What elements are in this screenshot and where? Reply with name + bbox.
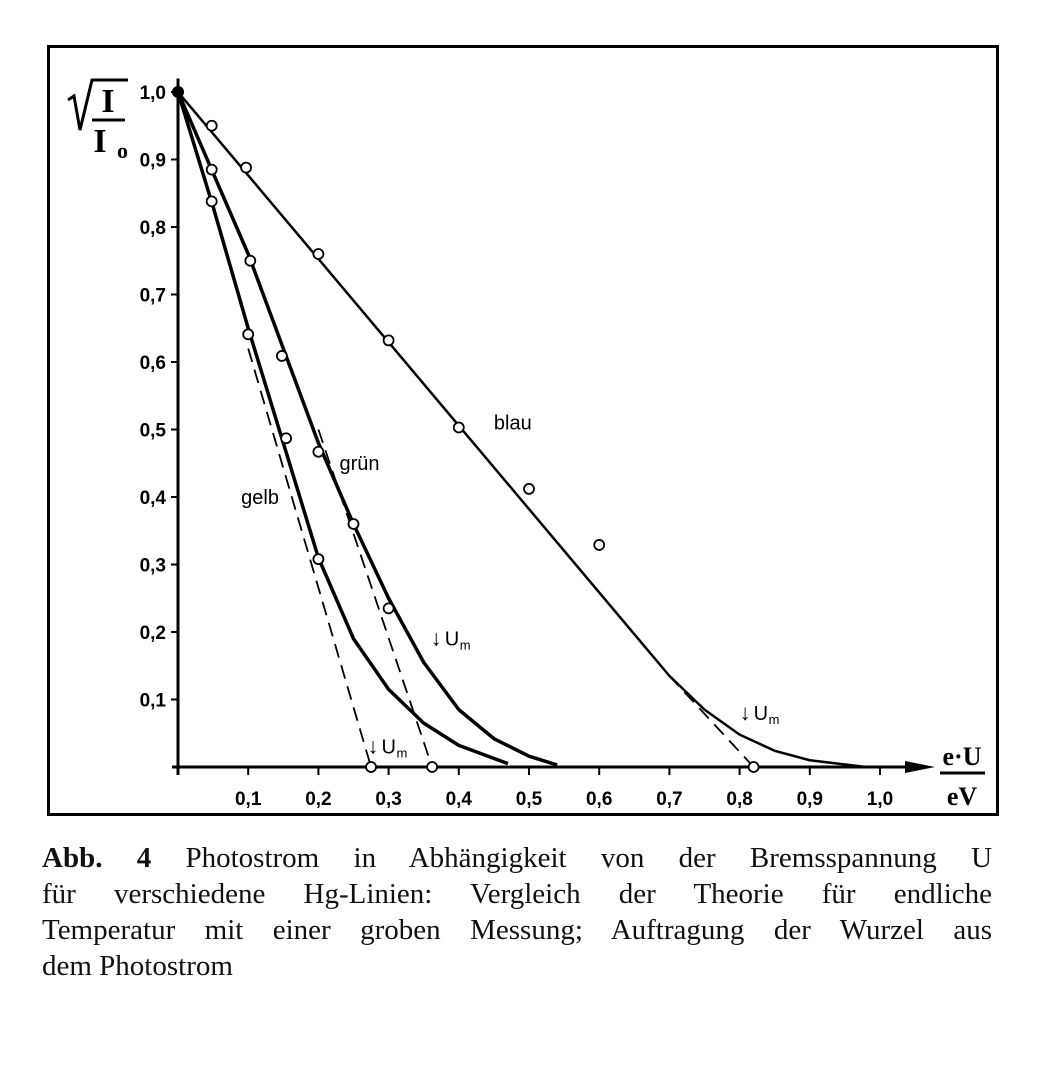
caption-label: Abb. 4 (42, 842, 152, 874)
y-tick-label: 0,6 (140, 353, 166, 374)
gelb-um-subscript: m (397, 746, 408, 761)
blau-data-point (382, 334, 395, 347)
blau-um-subscript: m (769, 712, 780, 727)
y-label-subscript: o (117, 138, 128, 163)
x-tick-label: 0,6 (586, 789, 612, 810)
blau-data-point (312, 248, 325, 260)
y-tick-label: 0,1 (140, 691, 167, 712)
gruen-series-label: grün (339, 453, 379, 475)
x-label-denominator: eV (947, 782, 978, 811)
figure-caption: Abb. 4 Photostrom in Abhängigkeit von de… (42, 840, 992, 984)
x-tick-label: 0,5 (516, 789, 543, 810)
y-tick-label: 0,4 (140, 488, 167, 509)
x-label-numerator: e·U (943, 742, 982, 771)
gelb-theory-curve (176, 91, 509, 766)
x-axis-arrow-icon (905, 761, 935, 773)
gruen-data-point (244, 254, 257, 267)
gelb-data-point (280, 432, 293, 445)
blau-arrow-down-icon: ↓ (740, 700, 751, 725)
blau-data-point (747, 761, 760, 773)
gelb-data-point (312, 553, 325, 565)
sqrt-icon (67, 78, 128, 131)
gelb-arrow-down-icon: ↓ (368, 734, 379, 759)
gruen-arrow-down-icon: ↓ (431, 626, 442, 651)
gruen-data-point (312, 445, 325, 458)
gruen-data-point (347, 518, 360, 530)
gruen-data-point (275, 350, 288, 362)
blau-data-point (205, 119, 218, 132)
gruen-data-point (426, 761, 439, 773)
gruen-um-label: U (445, 629, 459, 651)
y-tick-label: 0,2 (140, 623, 166, 644)
gelb-data-point (205, 195, 218, 208)
x-tick-label: 0,3 (375, 789, 401, 810)
y-label-numerator: I (101, 83, 114, 120)
chart: 0,1 0,2 0,3 0,4 0,5 0,6 0,7 0,8 0,9 1,0 0,1 0,2 0,3 0… (67, 78, 985, 811)
gruen-theory-curve (176, 91, 558, 767)
blau-data-point (240, 161, 252, 174)
figure-frame (47, 45, 999, 816)
caption-line-1: Photostrom in Abhängigkeit von der Brems… (185, 842, 993, 874)
blau-data-point (452, 421, 465, 434)
x-tick-label: 0,9 (797, 789, 823, 810)
blau-data-point (523, 482, 535, 495)
x-tick-label: 0,7 (656, 789, 682, 810)
gruen-data-point (205, 163, 218, 176)
gelb-data-point (242, 328, 255, 341)
gelb-series-label: gelb (241, 487, 279, 509)
x-tick-label: 1,0 (867, 789, 893, 810)
y-tick-label: 0,3 (140, 556, 166, 577)
x-tick-label: 0,4 (446, 789, 473, 810)
y-label-denominator: I (93, 123, 106, 160)
y-tick-label: 0,8 (140, 218, 166, 239)
caption-line-2: für verschiedene Hg-Linien: Vergleich de… (42, 878, 992, 910)
gruen-data-point (382, 602, 395, 615)
blau-um-label: U (754, 703, 768, 725)
gruen-um-subscript: m (460, 638, 471, 653)
caption-line-4: dem Photostrom (42, 950, 233, 982)
y-tick-label: 0,9 (140, 151, 166, 172)
caption-line-3: Temperatur mit einer groben Messung; Auf… (42, 914, 992, 946)
origin-point (172, 86, 184, 98)
blau-data-point (593, 539, 606, 551)
y-tick-label: 1,0 (140, 83, 166, 104)
x-tick-label: 0,8 (726, 789, 752, 810)
y-tick-label: 0,7 (140, 286, 166, 307)
gelb-dashed-line (247, 348, 372, 768)
gelb-data-point (365, 761, 377, 773)
x-tick-label: 0,1 (235, 789, 262, 810)
blau-series-label: blau (494, 413, 532, 435)
y-tick-label: 0,5 (140, 421, 167, 442)
x-tick-label: 0,2 (305, 789, 331, 810)
gelb-um-label: U (382, 737, 396, 759)
